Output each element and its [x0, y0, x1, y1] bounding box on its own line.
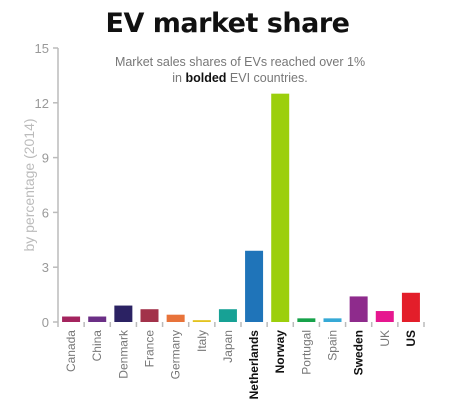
bar-germany [166, 314, 185, 322]
bar-norway [271, 93, 290, 323]
subtitle-line-2-post: EVI countries. [226, 71, 308, 85]
bar-netherlands [245, 250, 264, 322]
bar-china [88, 316, 107, 322]
x-axis: Canada China Denmark France Germany Italy Japa… [57, 322, 425, 400]
chart-subtitle: Market sales shares of EVs reached over … [60, 54, 420, 86]
x-tick-label: Japan [221, 330, 235, 363]
y-axis: 0 3 6 9 12 15 [35, 41, 59, 330]
bar-us [401, 292, 420, 322]
x-tick-label: Spain [326, 330, 340, 361]
y-tick-label: 0 [42, 315, 49, 330]
bar-canada [62, 316, 81, 322]
x-tick-label: China [90, 330, 104, 362]
x-tick-label: Netherlands [247, 330, 261, 400]
x-tick-label: France [143, 330, 157, 368]
y-axis-label: by percentage (2014) [21, 118, 37, 251]
subtitle-line-1: Market sales shares of EVs reached over … [114, 55, 366, 69]
x-tick-label: Germany [169, 330, 183, 379]
bar-italy [192, 320, 211, 322]
bar-sweden [349, 296, 368, 322]
bar-spain [323, 318, 342, 322]
y-tick-label: 15 [35, 41, 49, 56]
x-tick-label: Norway [273, 330, 287, 374]
subtitle-bold-word: bolded [185, 71, 227, 85]
bar-uk [375, 311, 394, 322]
x-tick-label: Sweden [352, 330, 366, 375]
x-tick-label: Portugal [299, 330, 313, 375]
x-tick-label: UK [378, 330, 392, 347]
bar-japan [218, 309, 237, 322]
x-tick-label: Italy [195, 330, 209, 352]
y-tick-label: 3 [42, 260, 49, 275]
x-tick-label: US [404, 330, 418, 347]
chart-title: EV market share [105, 8, 350, 39]
bars [62, 93, 420, 323]
y-tick-label: 9 [42, 151, 49, 166]
bar-portugal [297, 318, 316, 322]
bar-france [140, 309, 159, 322]
y-tick-label: 6 [42, 205, 49, 220]
x-tick-label: Canada [64, 330, 78, 372]
x-tick-label: Denmark [116, 329, 130, 379]
subtitle-line-2-pre: in [172, 71, 186, 85]
y-tick-label: 12 [35, 96, 49, 111]
bar-denmark [114, 305, 133, 322]
